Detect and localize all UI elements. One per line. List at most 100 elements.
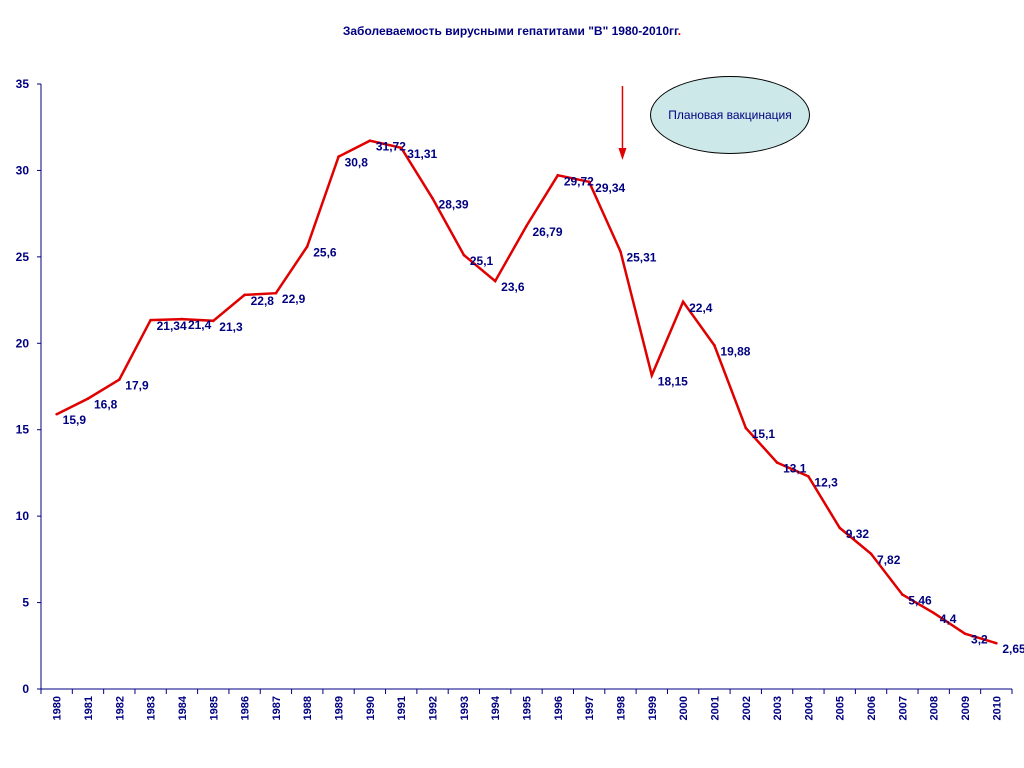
data-point	[211, 319, 215, 323]
series-line	[56, 139, 997, 645]
data-label: 28,39	[439, 197, 469, 211]
x-tick-label: 1987	[271, 696, 283, 720]
data-point	[305, 245, 309, 248]
x-tick-label: 2002	[741, 696, 753, 720]
data-point	[681, 300, 685, 304]
data-label: 22,4	[689, 301, 713, 315]
x-tick-label: 1996	[553, 696, 565, 720]
data-label: 21,34	[157, 319, 187, 333]
data-point	[869, 552, 873, 556]
data-point	[431, 196, 434, 200]
data-label: 19,88	[720, 344, 750, 358]
data-label: 29,34	[595, 181, 625, 195]
data-point	[243, 293, 246, 297]
data-label: 3,2	[971, 633, 988, 647]
data-label: 26,79	[533, 225, 563, 239]
x-tick-label: 2003	[772, 696, 784, 720]
x-tick-label: 1995	[522, 696, 534, 720]
x-tick-label: 1998	[615, 696, 627, 720]
data-point	[775, 461, 779, 464]
data-point	[462, 253, 466, 257]
data-point	[619, 250, 622, 253]
data-label: 15,1	[752, 427, 776, 441]
data-point	[149, 318, 152, 322]
data-point	[55, 412, 58, 416]
y-tick-label: 25	[16, 250, 30, 264]
data-label: 7,82	[877, 553, 901, 567]
data-point	[587, 180, 591, 184]
data-point	[86, 397, 90, 400]
x-tick-label: 2009	[960, 696, 972, 720]
data-point	[744, 426, 748, 430]
x-tick-label: 2007	[897, 696, 909, 720]
x-tick-label: 2010	[991, 696, 1003, 720]
data-label: 16,8	[94, 398, 118, 412]
vaccination-callout: Плановая вакцинация	[650, 76, 810, 154]
x-tick-label: 2006	[866, 696, 878, 720]
x-tick-label: 1991	[396, 696, 408, 720]
data-label: 13,1	[783, 462, 807, 476]
data-label: 25,1	[470, 254, 494, 268]
data-point	[337, 155, 340, 158]
data-label: 9,32	[846, 527, 870, 541]
data-label: 29,72	[564, 174, 594, 188]
data-point	[901, 593, 904, 596]
x-tick-label: 1993	[459, 696, 471, 720]
x-tick-label: 2005	[835, 696, 847, 720]
x-tick-label: 1982	[114, 696, 126, 720]
data-point	[180, 317, 184, 321]
data-point	[368, 139, 372, 142]
data-point	[807, 475, 810, 478]
x-tick-label: 1985	[208, 696, 220, 720]
vaccination-arrow-head	[618, 148, 627, 160]
chart-title: Заболеваемость вирусными гепатитами "В" …	[0, 24, 1024, 38]
data-label: 15,9	[63, 413, 87, 427]
x-tick-label: 1997	[584, 696, 596, 720]
data-label: 31,72	[376, 140, 406, 154]
chart-title-suffix: .	[677, 24, 682, 38]
data-label: 22,9	[282, 292, 306, 306]
data-label: 18,15	[658, 374, 688, 388]
data-label: 25,31	[626, 250, 656, 264]
data-point	[932, 611, 935, 615]
data-label: 31,31	[407, 147, 437, 161]
data-point	[493, 279, 497, 283]
data-point	[963, 632, 967, 635]
y-tick-label: 10	[16, 509, 30, 523]
x-tick-label: 1994	[490, 695, 502, 720]
x-tick-label: 1990	[365, 696, 377, 720]
data-point	[713, 344, 716, 347]
x-tick-label: 1999	[647, 696, 659, 720]
x-tick-label: 2004	[803, 695, 815, 720]
data-label: 21,4	[188, 318, 212, 332]
y-tick-label: 20	[16, 336, 30, 350]
x-tick-label: 2001	[709, 696, 721, 720]
y-tick-label: 5	[22, 596, 29, 610]
callout-text: Плановая вакцинация	[668, 108, 792, 122]
data-label: 30,8	[345, 156, 369, 170]
x-tick-label: 1988	[302, 696, 314, 720]
data-label: 2,65	[1002, 642, 1024, 656]
x-tick-label: 1981	[83, 696, 95, 720]
y-tick-label: 15	[16, 423, 30, 437]
data-label: 21,3	[219, 320, 243, 334]
data-point	[650, 373, 654, 377]
data-point	[556, 173, 560, 177]
data-point	[525, 224, 528, 228]
data-label: 4,4	[940, 612, 957, 626]
x-tick-label: 2008	[929, 696, 941, 720]
x-tick-label: 2000	[678, 696, 690, 720]
x-tick-label: 1992	[428, 696, 440, 720]
data-label: 23,6	[501, 280, 525, 294]
x-tick-label: 1989	[334, 696, 346, 720]
x-tick-label: 1983	[146, 696, 158, 720]
x-tick-label: 1984	[177, 695, 189, 720]
x-tick-label: 1986	[240, 696, 252, 720]
data-label: 12,3	[814, 475, 838, 489]
data-point	[995, 641, 998, 645]
data-label: 5,46	[908, 594, 932, 608]
data-label: 25,6	[313, 245, 337, 259]
x-tick-label: 1980	[52, 696, 64, 720]
y-tick-label: 0	[22, 682, 29, 696]
